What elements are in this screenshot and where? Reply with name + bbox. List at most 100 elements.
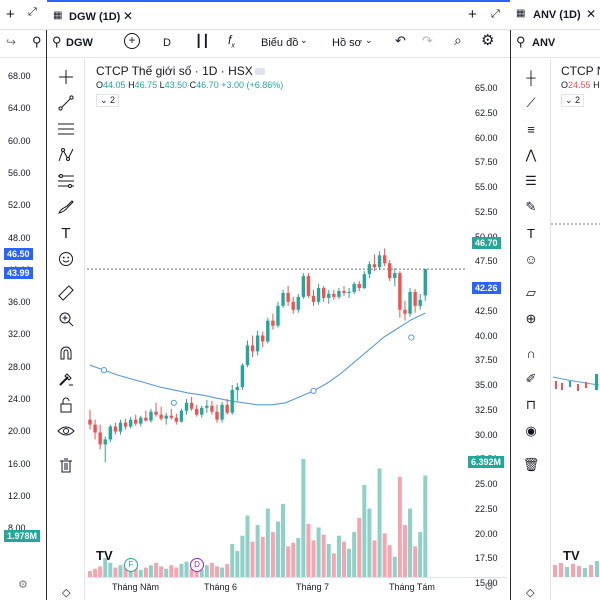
- settings-icon[interactable]: ⚙: [18, 579, 28, 591]
- volume-bar: [270, 532, 275, 577]
- horizontal-lines-icon[interactable]: [52, 116, 80, 142]
- volume-bar: [133, 566, 138, 577]
- fib-channel-icon[interactable]: [52, 168, 80, 194]
- maximize-icon[interactable]: ⤢: [28, 6, 37, 18]
- chart-menu[interactable]: Biểu đồ: [261, 37, 299, 49]
- gear-icon[interactable]: ⚙: [481, 32, 495, 49]
- eye-icon[interactable]: [52, 418, 80, 444]
- trendline-icon[interactable]: [52, 90, 80, 116]
- magnet-icon[interactable]: [52, 340, 80, 366]
- chevron-down-icon: ⌄: [300, 35, 308, 45]
- magnet-icon[interactable]: ∩: [526, 345, 536, 361]
- candle-body: [332, 293, 336, 297]
- brush-icon[interactable]: [52, 194, 80, 220]
- left-volume-badge: 1.978M: [4, 530, 41, 542]
- volume-bar: [321, 534, 326, 577]
- candle-body: [413, 291, 417, 306]
- lock-icon[interactable]: ⊓: [525, 397, 537, 412]
- trash-icon[interactable]: 🗑: [522, 457, 540, 472]
- lock-icon[interactable]: [52, 392, 80, 418]
- horizontal-lines-icon[interactable]: ≡: [527, 121, 535, 137]
- volume-bar: [108, 562, 113, 577]
- price-scale-label: 50.00: [475, 232, 515, 242]
- search-icon[interactable]: ⚲: [52, 34, 62, 49]
- add-chart-icon[interactable]: +: [468, 6, 477, 23]
- smiley-icon[interactable]: [52, 246, 80, 272]
- trash-icon[interactable]: [52, 452, 80, 478]
- indicators-toggle[interactable]: ⌄ 2: [96, 94, 120, 107]
- volume-bar: [138, 569, 143, 577]
- right-chart[interactable]: [551, 59, 600, 577]
- smiley-icon[interactable]: ☺: [524, 251, 538, 267]
- pattern-icon[interactable]: ⋀: [525, 147, 537, 162]
- crosshair-icon[interactable]: [52, 64, 80, 90]
- search-icon[interactable]: ⚲: [32, 34, 42, 49]
- event-marker-f[interactable]: F: [124, 558, 138, 572]
- tab-title[interactable]: DGW (1D): [69, 11, 121, 23]
- undo-icon[interactable]: ↶: [395, 33, 406, 48]
- compare-add-icon[interactable]: +: [124, 33, 140, 49]
- left-pane-toolbar: ↪ ⚲: [0, 30, 46, 58]
- zoom-in-icon[interactable]: [52, 306, 80, 332]
- change-value: +3.00 (+6.86%): [221, 80, 284, 90]
- collapse-icon[interactable]: ◇: [62, 587, 71, 599]
- candle-body: [276, 305, 280, 326]
- candle: [561, 383, 563, 390]
- undo-icon[interactable]: ↪: [6, 35, 17, 49]
- ruler-icon[interactable]: [52, 280, 80, 306]
- maximize-icon[interactable]: ⤢: [491, 8, 500, 20]
- candle-body: [220, 404, 224, 420]
- candle-body: [301, 276, 306, 297]
- settings-icon[interactable]: ⚙: [484, 581, 494, 593]
- volume-bar: [199, 569, 204, 577]
- symbol-input[interactable]: ANV: [532, 37, 556, 49]
- text-icon[interactable]: T: [61, 224, 71, 242]
- zoom-in-icon[interactable]: ⊕: [525, 311, 537, 326]
- quick-search-icon[interactable]: ⌕: [454, 32, 462, 48]
- flag-icon[interactable]: [255, 68, 265, 75]
- redo-icon[interactable]: ↷: [422, 33, 433, 48]
- price-chart[interactable]: [87, 59, 467, 577]
- candle-body: [144, 417, 148, 421]
- fib-channel-icon[interactable]: ☰: [525, 173, 537, 188]
- collapse-icon[interactable]: ◇: [526, 587, 535, 599]
- brush-icon[interactable]: ✎: [525, 199, 537, 214]
- candle-body: [261, 335, 265, 342]
- time-label: Tháng Tám: [389, 582, 435, 592]
- candle-body: [377, 255, 382, 268]
- price-scale-label: 57.50: [475, 157, 498, 168]
- ruler-icon[interactable]: ▱: [526, 285, 536, 300]
- pattern-icon[interactable]: [52, 142, 80, 168]
- crosshair-icon[interactable]: ┼: [526, 69, 536, 85]
- volume-bar: [220, 567, 225, 577]
- candles-icon[interactable]: ┃┃: [195, 34, 210, 48]
- price-scale-label: 48.00: [8, 232, 31, 243]
- lock-drawing-icon[interactable]: [52, 366, 80, 392]
- search-icon[interactable]: ⚲: [516, 34, 526, 49]
- indicators-toggle[interactable]: ⌄ 2: [561, 94, 585, 107]
- volume-bar: [577, 566, 581, 577]
- volume-bar: [291, 542, 296, 577]
- high-label: H: [593, 80, 600, 90]
- candle-body: [423, 269, 427, 296]
- close-tab-icon[interactable]: ✕: [123, 9, 134, 23]
- price-scale-label: 65.00: [475, 83, 498, 93]
- interval-button[interactable]: D: [163, 37, 171, 49]
- text-icon[interactable]: T: [527, 225, 535, 241]
- candle-body: [230, 389, 234, 413]
- event-marker-d[interactable]: D: [190, 558, 204, 572]
- lock-drawing-icon[interactable]: ✐: [525, 371, 537, 386]
- volume-bar: [225, 564, 230, 577]
- volume-bar: [367, 508, 372, 577]
- close-tab-icon[interactable]: ✕: [586, 7, 597, 21]
- eye-icon[interactable]: ◉: [525, 423, 537, 438]
- trendline-icon[interactable]: ⟋: [526, 95, 536, 110]
- add-chart-icon[interactable]: +: [6, 6, 15, 23]
- left-ma-badge: 43.99: [4, 267, 33, 279]
- indicators-icon[interactable]: fx: [228, 33, 235, 50]
- tab-title[interactable]: ANV (1D): [533, 9, 581, 21]
- close-label: C: [189, 80, 197, 90]
- volume-bar: [123, 564, 128, 577]
- profile-menu[interactable]: Hồ sơ: [332, 37, 362, 49]
- symbol-input[interactable]: DGW: [66, 37, 93, 49]
